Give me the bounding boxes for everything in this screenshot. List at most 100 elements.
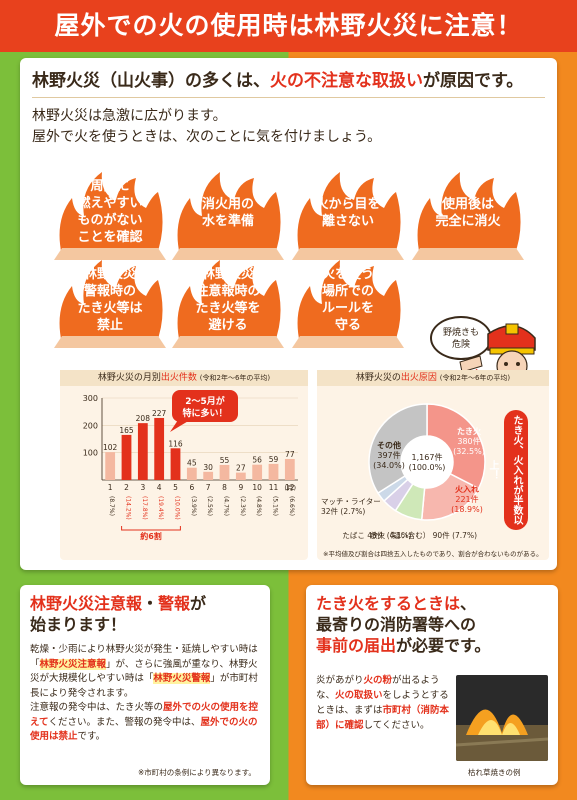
bonfire-b3: が出るような、 — [316, 675, 440, 701]
percent-label: (6.6%) — [288, 496, 295, 516]
x-tick-label: 9 — [238, 483, 243, 492]
percent-label: (8.7%) — [108, 496, 115, 516]
unit-label: (月) — [284, 484, 296, 492]
bar — [105, 452, 116, 480]
bar — [284, 458, 295, 480]
tip-label: 消火用の 水を準備 — [201, 197, 254, 229]
intro-text: 林野火災は急激に広がります。 屋外で火を使うときは、次のことに気を付けましょう。 — [32, 106, 381, 148]
bonfire-head-d: 事前の届出 — [316, 636, 397, 655]
data-label: 102 — [103, 443, 118, 452]
alert-head-a: 林野火災注意報 — [30, 594, 143, 613]
percent-label: (4.8%) — [255, 496, 262, 516]
tip-label: 周囲に 燃えやすい ものがない ことを確認 — [77, 179, 143, 245]
lead-red: 火の不注意な取扱い — [270, 71, 423, 91]
x-tick-label: 5 — [173, 483, 178, 492]
tip-3: 火から目を 離さない — [292, 170, 404, 262]
callout-box — [172, 390, 238, 422]
flame-icon — [412, 172, 524, 260]
monthly-title-note: (令和2年〜6年の平均) — [199, 374, 271, 382]
slice-pct: (18.9%) — [451, 505, 483, 514]
monthly-title-red: 出火件数 — [160, 373, 197, 383]
slice-pct: (34.0%) — [373, 461, 405, 470]
cause-title-pre: 林野火災の — [355, 373, 401, 383]
percent-label: (2.5%) — [206, 496, 213, 516]
alert-p2e: です。 — [77, 731, 106, 742]
alert-p1d: 林野火災警報 — [153, 673, 211, 684]
alert-heading: 林野火災注意報・警報が 始まります！ — [20, 585, 270, 639]
x-tick-label: 7 — [206, 483, 211, 492]
monthly-title-pre: 林野火災の月別 — [97, 373, 161, 383]
flame-icon — [292, 260, 404, 348]
monthly-chart-title: 林野火災の月別出火件数 (令和2年〜6年の平均) — [60, 370, 308, 386]
data-label: 227 — [152, 409, 167, 418]
percent-label: (4.7%) — [223, 496, 230, 516]
bonfire-b5: をしようとするときは、まずは — [316, 690, 449, 716]
slice-label: たき火 — [457, 426, 482, 436]
slice-value: 32件 (2.7%) — [321, 506, 365, 516]
slice-label: 放火（疑い含む） 90件 (7.7%) — [370, 530, 477, 540]
percent-label: (5.1%) — [272, 496, 279, 516]
bar — [203, 471, 214, 480]
tip-label: 使用後は 完全に消火 — [435, 197, 501, 229]
tip-4: 使用後は 完全に消火 — [412, 170, 524, 262]
tip-6: 林野火災 注意報時の たき火等を 避ける — [172, 258, 284, 350]
slice-value: 380件 — [457, 436, 480, 446]
percent-label: (2.3%) — [239, 496, 246, 516]
x-tick-label: 12 — [285, 483, 295, 492]
pie-center-pct: (100.0%) — [409, 463, 446, 472]
bonfire-b2: 火の粉 — [363, 675, 393, 686]
tip-label: 火を使う 場所での ルールを 守る — [321, 267, 374, 333]
flame-icon — [172, 172, 284, 260]
bar — [268, 463, 279, 480]
bar — [235, 472, 246, 480]
percent-label: (10.0%) — [174, 496, 181, 520]
alert-head-b: 警報 — [158, 594, 191, 613]
slice-value: 397件 — [377, 450, 400, 460]
slice-value: 221件 — [455, 494, 478, 504]
slice-label: その他 — [377, 440, 401, 450]
data-label: 77 — [285, 450, 295, 459]
bonfire-photo — [456, 675, 548, 761]
bonfire-photo-image — [456, 675, 548, 761]
cause-chart-title: 林野火災の出火原因 (令和2年〜6年の平均) — [317, 370, 549, 386]
bracket-label: 約6割 — [140, 531, 162, 541]
alert-p1a: 乾燥・少雨により林野火災が発生・延焼しやすい時は「 — [30, 644, 258, 670]
alert-note: ※市町村の条例により異なります。 — [138, 768, 256, 777]
data-label: 27 — [236, 464, 246, 473]
percent-label: (19.4%) — [157, 496, 164, 520]
data-label: 30 — [203, 463, 213, 472]
x-tick-label: 2 — [124, 483, 129, 492]
percent-label: (14.2%) — [125, 496, 132, 520]
callout-line-2: 特に多い！ — [182, 407, 227, 419]
bar-chart: 100 200 300 102 1 (8.7%) 165 2 (14.2%) 208 3 (17.8%… — [83, 390, 298, 541]
alert-head-c: が — [190, 594, 207, 613]
data-label: 116 — [168, 439, 183, 448]
alert-p1c: 」が、さらに強風が重なり、林野火災が大規模化しやすい時は「 — [30, 658, 258, 685]
bar — [219, 464, 230, 480]
flame-icon — [292, 172, 404, 260]
bonfire-card: たき火をするときは、 最寄りの消防署等への 事前の届出が必要です。 炎があがり火の粉… — [306, 585, 558, 785]
bar — [121, 434, 132, 480]
x-tick-label: 3 — [140, 483, 145, 492]
x-tick-label: 10 — [252, 483, 262, 492]
bonfire-b4: 火の取扱い — [335, 690, 383, 701]
bonfire-b6: 市町村（消防本部）に確認 — [316, 705, 450, 731]
x-tick-label: 8 — [222, 483, 227, 492]
x-tick-label: 4 — [157, 483, 162, 492]
callout-line-1: 2〜5月が — [185, 395, 226, 407]
bar — [186, 467, 197, 480]
alert-para-2: 注意報の発令中は、たき火等の屋外での火の使用を控えてください。また、警報の発令中… — [30, 701, 260, 745]
tip-7: 火を使う 場所での ルールを 守る — [292, 258, 404, 350]
bar — [137, 423, 148, 480]
percent-label: (17.8%) — [141, 496, 148, 520]
bonfire-body: 炎があがり火の粉が出るような、火の取扱いをしようとするときは、まずは市町村（消防… — [316, 673, 456, 733]
alert-p1e: 」が市町村長により発令されます。 — [30, 673, 258, 699]
slice-label: マッチ・ライター — [321, 497, 381, 506]
tip-2: 消火用の 水を準備 — [172, 170, 284, 262]
tip-label: 火から目を 離さない — [315, 197, 381, 229]
alert-p2a: 注意報の発令中は、たき火等の — [30, 702, 164, 713]
alert-body: 乾燥・少雨により林野火災が発生・延焼しやすい時は「林野火災注意報」が、さらに強風… — [20, 639, 270, 749]
tip-5: 林野火災 警報時の たき火等は 禁止 — [54, 258, 166, 350]
percent-label: (3.9%) — [190, 496, 197, 516]
